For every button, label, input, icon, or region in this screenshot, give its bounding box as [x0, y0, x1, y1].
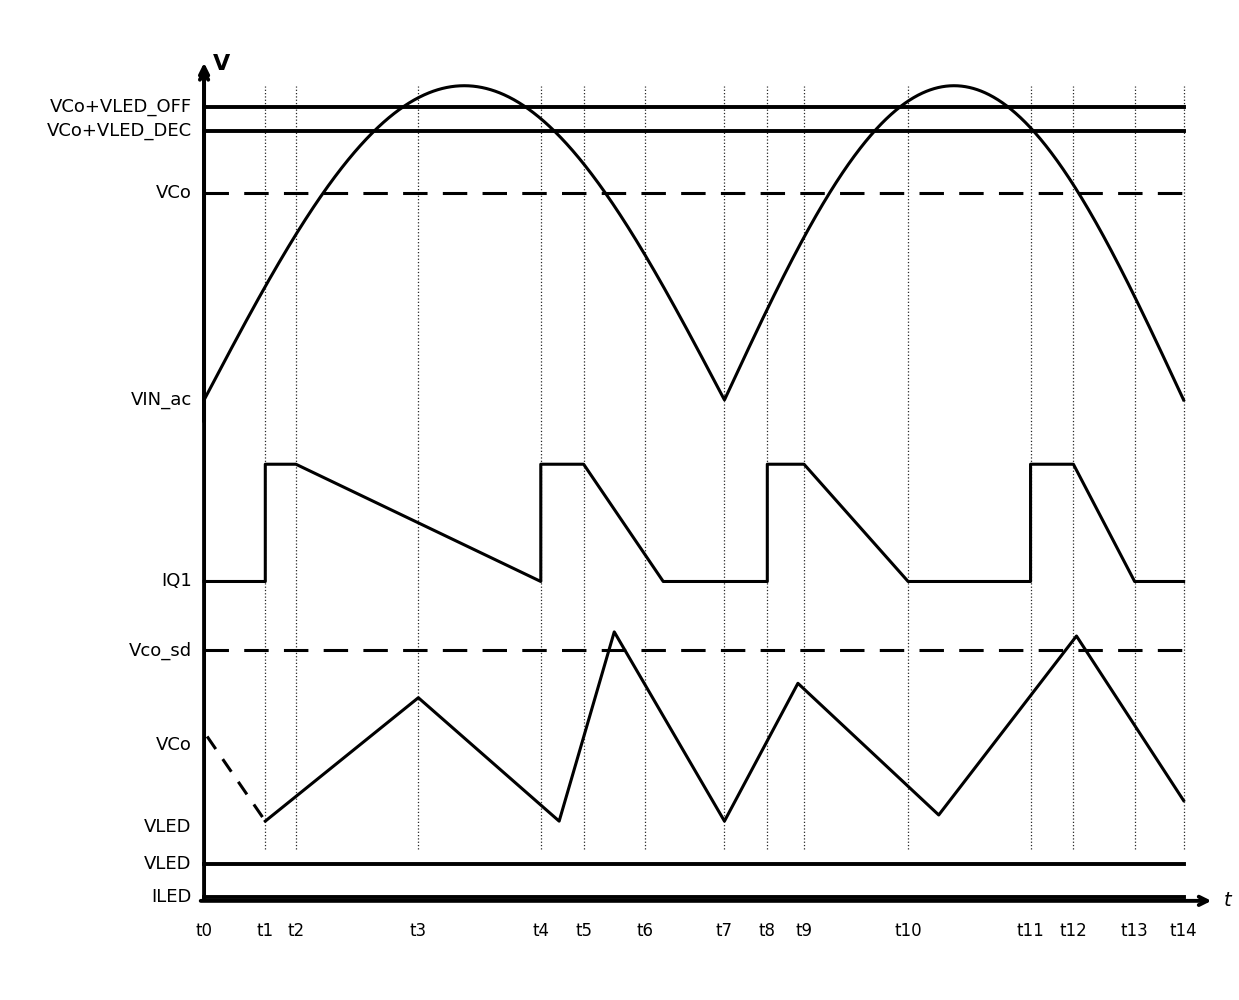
Text: t6: t6 [637, 922, 653, 940]
Text: t1: t1 [256, 922, 274, 940]
Text: t9: t9 [795, 922, 813, 940]
Text: t10: t10 [895, 922, 922, 940]
Text: t11: t11 [1017, 922, 1044, 940]
Text: t0: t0 [196, 922, 213, 940]
Text: Vco_sd: Vco_sd [129, 641, 192, 660]
Text: t13: t13 [1121, 922, 1149, 940]
Text: t4: t4 [533, 922, 549, 940]
Text: VLED: VLED [144, 855, 192, 873]
Text: VCo+VLED_OFF: VCo+VLED_OFF [50, 98, 192, 116]
Text: t8: t8 [758, 922, 776, 940]
Text: VIN_ac: VIN_ac [130, 391, 192, 409]
Text: t2: t2 [287, 922, 305, 940]
Text: IQ1: IQ1 [161, 572, 192, 590]
Text: VCo: VCo [156, 184, 192, 202]
Text: t5: t5 [575, 922, 592, 940]
Text: t: t [1223, 891, 1232, 910]
Text: ILED: ILED [151, 888, 192, 906]
Text: VCo+VLED_DEC: VCo+VLED_DEC [47, 122, 192, 140]
Text: V: V [213, 54, 230, 74]
Text: t7: t7 [716, 922, 733, 940]
Text: VCo: VCo [156, 736, 192, 754]
Text: t3: t3 [410, 922, 427, 940]
Text: t12: t12 [1059, 922, 1088, 940]
Text: t14: t14 [1170, 922, 1197, 940]
Text: VLED: VLED [144, 818, 192, 836]
